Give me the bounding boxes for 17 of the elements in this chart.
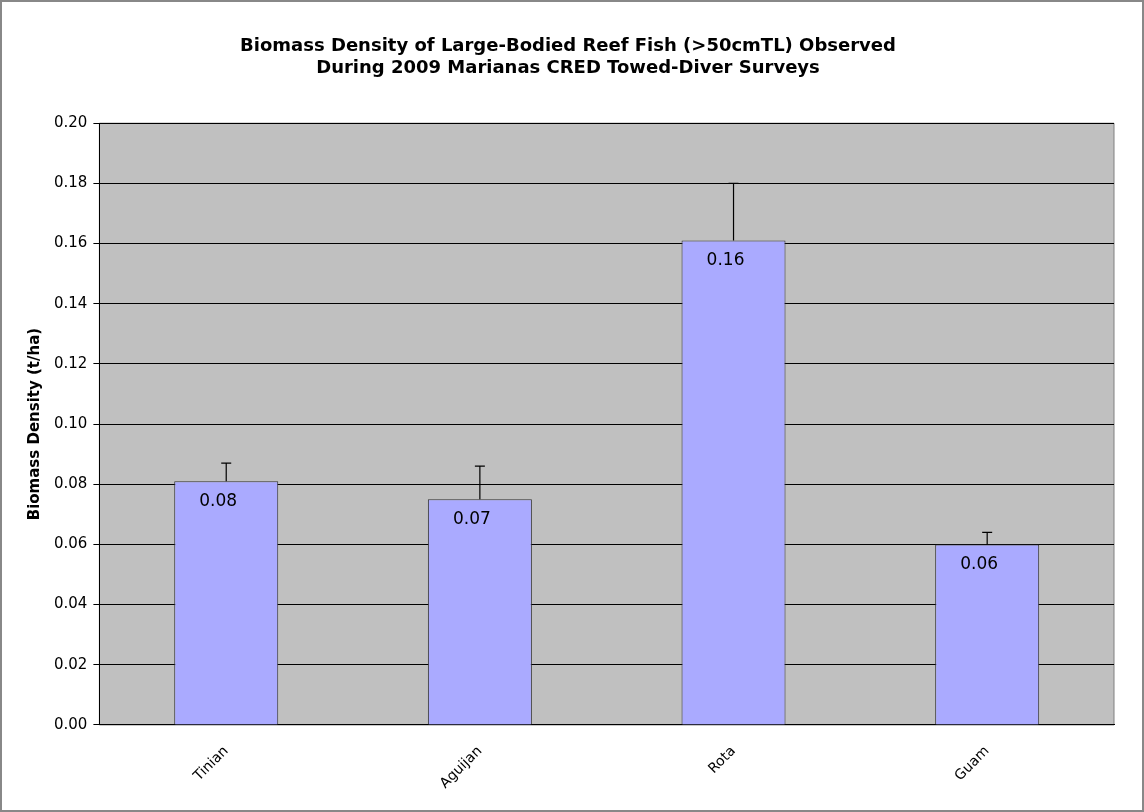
y-tick-label: 0.02 bbox=[53, 654, 88, 673]
y-tick-label: 0.14 bbox=[53, 293, 88, 312]
y-tick-label: 0.12 bbox=[53, 353, 88, 372]
y-tick-label: 0.10 bbox=[53, 413, 88, 432]
chart-title: Biomass Density of Large-Bodied Reef Fish (>50cmTL) Observed During 2009 Marianas CRED Towed-Diver Surveys bbox=[240, 34, 896, 78]
data-label: 0.06 bbox=[960, 553, 999, 574]
y-tick-label: 0.16 bbox=[53, 233, 88, 252]
y-tick-label: 0.18 bbox=[53, 173, 88, 192]
data-label: 0.16 bbox=[706, 249, 745, 270]
y-tick-label: 0.08 bbox=[53, 474, 88, 493]
data-label: 0.08 bbox=[199, 490, 238, 511]
y-tick-label: 0.20 bbox=[53, 113, 88, 132]
y-tick-label: 0.04 bbox=[53, 594, 88, 613]
y-tick-label: 0.00 bbox=[53, 714, 88, 733]
y-tick-label: 0.06 bbox=[53, 534, 88, 553]
y-axis-title: Biomass Density (t/ha) bbox=[24, 327, 43, 521]
data-label: 0.07 bbox=[452, 508, 491, 529]
